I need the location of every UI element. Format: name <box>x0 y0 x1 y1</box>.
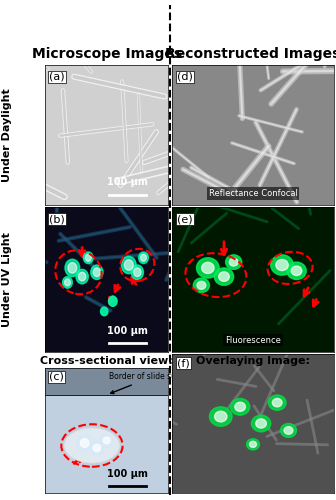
Bar <box>45 395 168 396</box>
Circle shape <box>276 260 288 270</box>
Circle shape <box>138 252 149 264</box>
Text: (c): (c) <box>49 372 64 382</box>
Circle shape <box>247 439 259 450</box>
Circle shape <box>209 407 232 426</box>
Circle shape <box>83 252 93 264</box>
Circle shape <box>281 424 297 438</box>
Text: Under UV Light: Under UV Light <box>2 232 12 327</box>
Circle shape <box>76 270 88 284</box>
Circle shape <box>140 254 146 261</box>
Text: Cross-sectional view:: Cross-sectional view: <box>40 356 173 366</box>
Circle shape <box>271 255 293 275</box>
Circle shape <box>268 395 286 410</box>
Bar <box>45 368 168 396</box>
Circle shape <box>79 272 86 281</box>
Circle shape <box>109 296 117 306</box>
Text: 100 μm: 100 μm <box>107 326 148 336</box>
Text: (e): (e) <box>177 214 193 224</box>
Ellipse shape <box>65 428 120 463</box>
Circle shape <box>214 268 234 285</box>
Circle shape <box>76 434 93 452</box>
Text: Border of slide surface: Border of slide surface <box>109 372 196 394</box>
Circle shape <box>235 402 245 411</box>
Circle shape <box>103 437 110 444</box>
Circle shape <box>219 272 229 281</box>
Circle shape <box>256 419 266 428</box>
Circle shape <box>100 307 108 316</box>
Text: Microscope Images: Microscope Images <box>32 47 182 61</box>
Circle shape <box>124 260 133 270</box>
Circle shape <box>287 262 306 280</box>
Text: Overlaying Image:: Overlaying Image: <box>196 356 310 366</box>
Text: (d): (d) <box>177 72 193 82</box>
Circle shape <box>251 415 271 432</box>
Circle shape <box>89 440 104 456</box>
Circle shape <box>65 259 80 276</box>
Circle shape <box>230 398 250 415</box>
Circle shape <box>62 276 72 288</box>
Text: 100 μm: 100 μm <box>107 469 148 479</box>
Text: (f): (f) <box>177 358 190 368</box>
Text: (a): (a) <box>49 72 65 82</box>
Circle shape <box>91 265 103 280</box>
Circle shape <box>202 262 214 274</box>
Circle shape <box>272 398 282 407</box>
Text: Reconstructed Images: Reconstructed Images <box>165 47 336 61</box>
Circle shape <box>68 262 77 273</box>
Circle shape <box>197 258 219 278</box>
Circle shape <box>85 254 91 261</box>
Circle shape <box>249 442 257 448</box>
Circle shape <box>80 438 89 448</box>
Circle shape <box>197 282 206 290</box>
Circle shape <box>65 279 70 286</box>
Circle shape <box>225 255 242 270</box>
Text: 100 μm: 100 μm <box>107 177 148 187</box>
Circle shape <box>291 266 302 276</box>
Circle shape <box>93 268 100 276</box>
Text: Fluorescence: Fluorescence <box>225 336 281 345</box>
Circle shape <box>93 444 100 452</box>
Circle shape <box>131 265 143 280</box>
Circle shape <box>134 268 141 276</box>
Circle shape <box>215 411 227 422</box>
Bar <box>45 396 168 493</box>
Text: Reflectance Confocal: Reflectance Confocal <box>209 189 297 198</box>
Circle shape <box>121 256 136 274</box>
Circle shape <box>193 278 209 292</box>
Circle shape <box>229 258 238 266</box>
Text: Under Daylight: Under Daylight <box>2 88 12 182</box>
Circle shape <box>284 426 293 434</box>
Circle shape <box>100 434 114 448</box>
Text: (b): (b) <box>49 214 65 224</box>
